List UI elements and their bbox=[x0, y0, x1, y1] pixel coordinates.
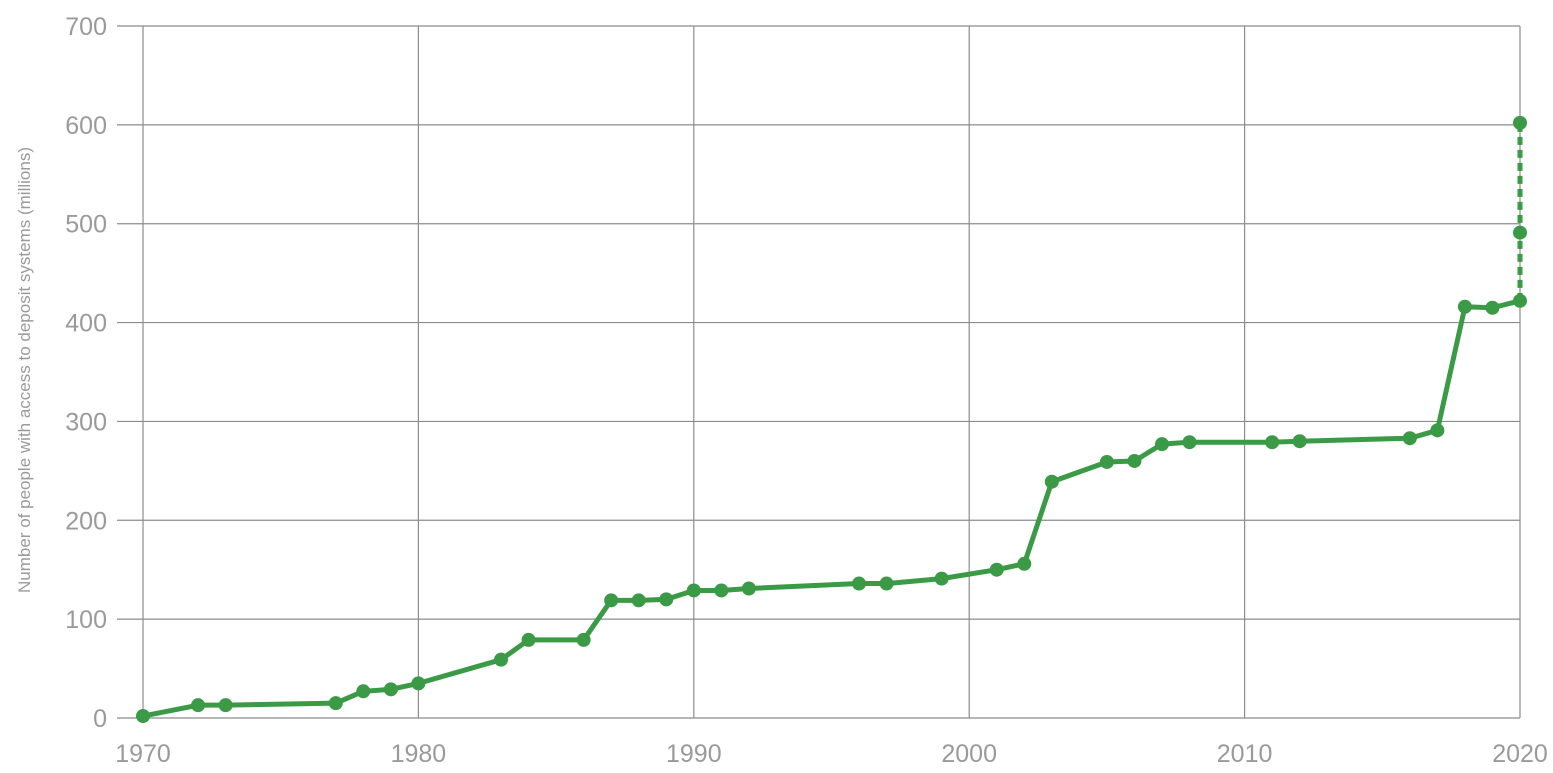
y-axis-tick-labels: 0 100 200 300 400 500 600 700 bbox=[65, 13, 107, 733]
data-point bbox=[1513, 293, 1527, 308]
data-point bbox=[1017, 556, 1032, 571]
data-point bbox=[356, 684, 371, 699]
data-point bbox=[191, 698, 206, 713]
data-point bbox=[631, 593, 646, 608]
data-point bbox=[659, 592, 674, 607]
data-point bbox=[1513, 115, 1527, 130]
data-point bbox=[411, 676, 426, 691]
data-point bbox=[604, 593, 619, 608]
data-point bbox=[1154, 437, 1169, 452]
y-tick-label: 500 bbox=[65, 211, 107, 239]
data-point bbox=[383, 682, 398, 697]
data-point bbox=[1513, 225, 1527, 240]
data-point bbox=[494, 652, 509, 667]
x-tick-label: 2000 bbox=[941, 740, 997, 768]
y-tick-label: 100 bbox=[65, 606, 107, 634]
data-point bbox=[1485, 300, 1500, 315]
data-point bbox=[989, 562, 1004, 577]
data-point bbox=[1265, 435, 1280, 450]
x-tick-label: 1980 bbox=[391, 740, 447, 768]
data-point bbox=[328, 696, 343, 711]
data-point bbox=[879, 576, 894, 591]
data-point bbox=[136, 709, 150, 724]
grid-lines bbox=[117, 25, 1521, 719]
data-point bbox=[1402, 431, 1417, 446]
data-point bbox=[714, 583, 729, 598]
data-point bbox=[1430, 423, 1445, 438]
data-point bbox=[1044, 474, 1059, 489]
data-point bbox=[218, 698, 233, 713]
data-point bbox=[934, 571, 949, 586]
data-point bbox=[576, 632, 591, 647]
y-axis-title: Number of people with access to deposit … bbox=[15, 147, 34, 593]
y-tick-label: 200 bbox=[65, 507, 107, 535]
x-axis-tick-labels: 1970 1980 1990 2000 2010 2020 bbox=[115, 740, 1548, 768]
data-point bbox=[1292, 434, 1307, 449]
x-tick-label: 2020 bbox=[1492, 740, 1548, 768]
data-point bbox=[852, 576, 867, 591]
y-tick-label: 400 bbox=[65, 310, 107, 338]
data-point bbox=[1457, 299, 1472, 314]
x-tick-label: 1990 bbox=[666, 740, 722, 768]
x-tick-label: 1970 bbox=[115, 740, 171, 768]
y-tick-label: 700 bbox=[65, 13, 107, 41]
data-point bbox=[741, 581, 756, 596]
data-point bbox=[521, 632, 536, 647]
x-tick-label: 2010 bbox=[1217, 740, 1273, 768]
data-point bbox=[686, 583, 701, 598]
data-series bbox=[136, 115, 1527, 724]
data-point bbox=[1182, 435, 1197, 450]
y-tick-label: 600 bbox=[65, 112, 107, 140]
data-point bbox=[1127, 453, 1142, 468]
data-point bbox=[1099, 454, 1114, 469]
series-line bbox=[142, 298, 1521, 719]
y-tick-label: 0 bbox=[93, 705, 107, 733]
y-tick-label: 300 bbox=[65, 408, 107, 436]
